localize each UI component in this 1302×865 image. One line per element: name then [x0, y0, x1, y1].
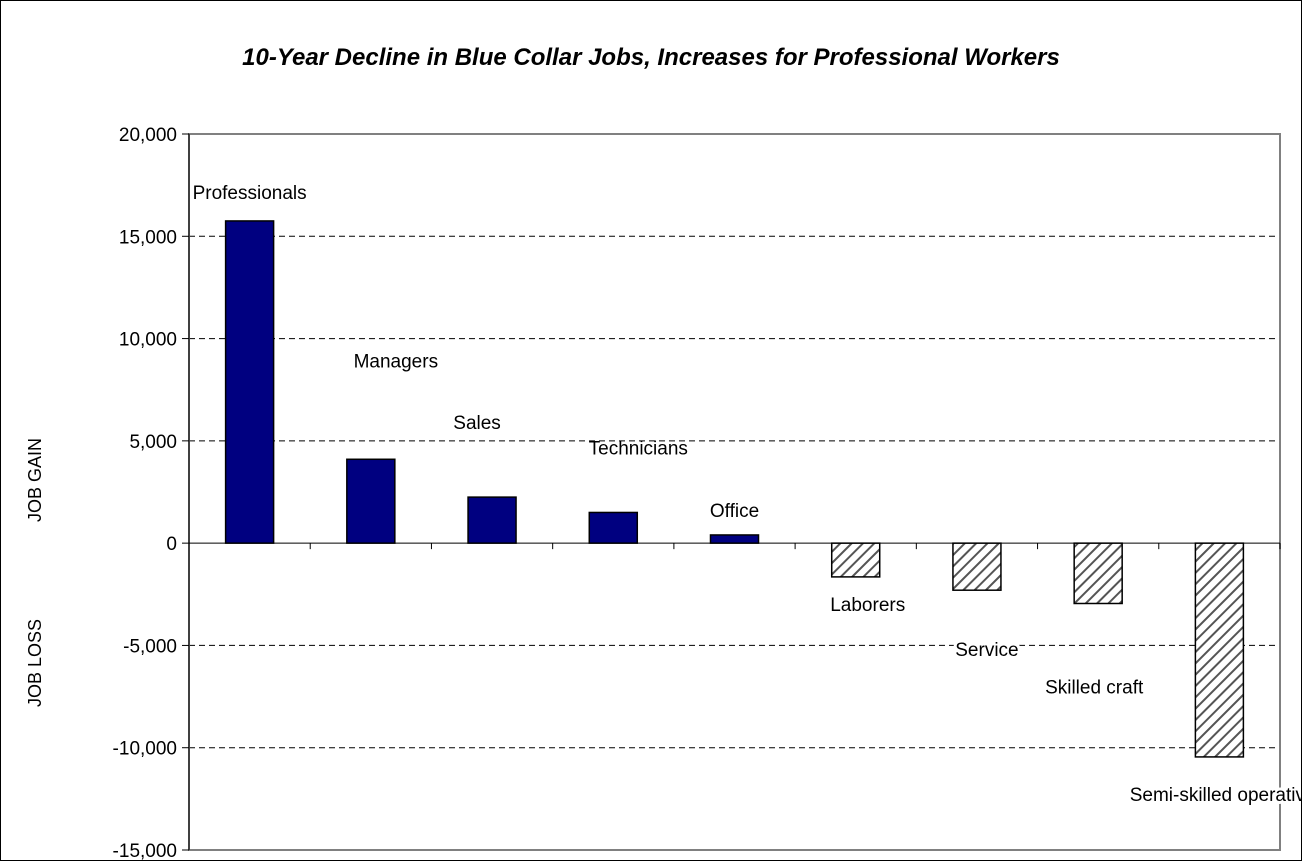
bar-category-label: Sales	[453, 413, 501, 434]
bar-category-label: Laborers	[830, 595, 905, 616]
bar-category-label: Managers	[354, 351, 439, 372]
bar-category-label: Professionals	[193, 183, 307, 204]
y-tick-label: -5,000	[123, 636, 177, 657]
y-tick-label: 5,000	[129, 432, 177, 453]
bar-category-label: Semi-skilled operatives	[1130, 785, 1301, 806]
y-tick-label: 20,000	[119, 125, 177, 146]
y-axis-label-gain: JOB GAIN	[25, 438, 45, 522]
y-axis-label-loss: JOB LOSS	[25, 619, 45, 707]
y-tick-label: -10,000	[113, 739, 177, 760]
bar	[467, 496, 517, 544]
chart-title: 10-Year Decline in Blue Collar Jobs, Inc…	[242, 44, 1060, 71]
bar	[1073, 542, 1123, 605]
bar	[952, 542, 1002, 591]
gridlines	[189, 235, 1280, 749]
y-tick-label: 15,000	[119, 227, 177, 248]
y-tick-label: 10,000	[119, 330, 177, 351]
bar	[1194, 542, 1245, 758]
bars	[224, 220, 1245, 758]
y-tick-label: -15,000	[113, 841, 177, 860]
bar-labels: Professionals Managers Sales Technicians Off…	[193, 183, 1302, 809]
bar	[224, 220, 275, 544]
bar-category-label: Service	[955, 640, 1018, 661]
bar-category-label: Office	[710, 501, 759, 522]
axes: 20,000 15,000 10,000 5,000 0 -5,000 -10,000 -15…	[113, 125, 1281, 862]
bar	[588, 511, 639, 544]
bar	[346, 458, 396, 544]
bar	[709, 534, 760, 544]
y-tick-label: 0	[166, 534, 177, 555]
bar	[830, 542, 881, 578]
bar-category-label: Technicians	[589, 438, 688, 459]
bar-category-label: Skilled craft	[1045, 677, 1144, 698]
